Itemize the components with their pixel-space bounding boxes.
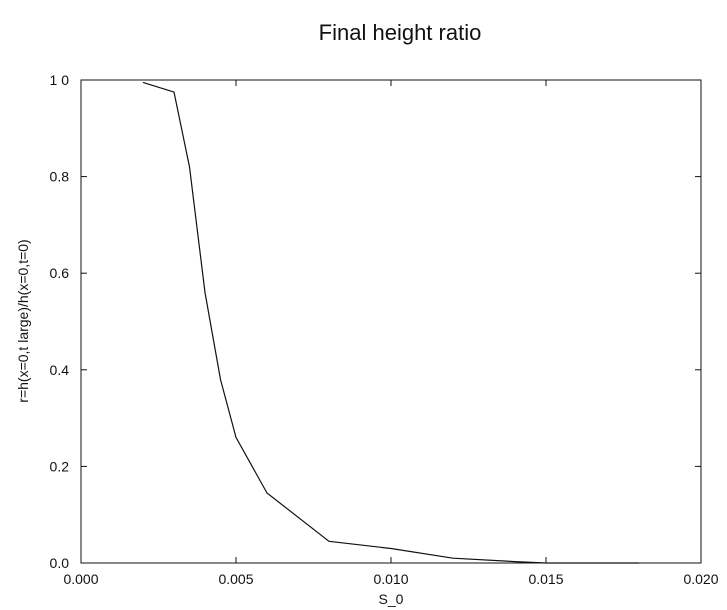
data-point xyxy=(545,562,548,565)
chart-title: Final height ratio xyxy=(319,20,482,45)
x-tick-label: 0.005 xyxy=(218,571,253,587)
data-point xyxy=(188,165,191,168)
data-point xyxy=(235,436,238,439)
data-point xyxy=(173,91,176,94)
series-line xyxy=(142,81,639,564)
data-point xyxy=(266,491,269,494)
plot-frame xyxy=(80,79,702,564)
series-group xyxy=(142,81,641,565)
y-tick-label: 0.0 xyxy=(50,555,70,571)
x-tick-label: 0.000 xyxy=(63,571,98,587)
data-point xyxy=(219,378,222,381)
y-axis-label: r=h(x=0,t large)/h(x=0,t=0) xyxy=(15,239,31,402)
y-tick-label: 0.6 xyxy=(50,265,70,281)
y-tick-label: 0.2 xyxy=(50,458,70,474)
data-point xyxy=(452,557,455,560)
data-point xyxy=(328,540,331,543)
x-tick-label: 0.015 xyxy=(528,571,563,587)
y-tick-label: 1 0 xyxy=(50,72,70,88)
data-point xyxy=(142,81,145,84)
x-tick-label: 0.010 xyxy=(373,571,408,587)
data-point xyxy=(638,562,641,565)
data-point xyxy=(204,291,207,294)
x-axis: 0.000 0.005 0.010 0.015 0.020 xyxy=(63,80,719,587)
y-tick-label: 0.8 xyxy=(50,169,70,185)
y-axis: 0.0 0.2 0.4 0.6 0.8 1 0 xyxy=(50,72,701,571)
x-tick-label: 0.020 xyxy=(683,571,718,587)
y-tick-label: 0.4 xyxy=(50,362,70,378)
data-point xyxy=(390,547,393,550)
data-point xyxy=(514,560,517,563)
x-axis-label: S_0 xyxy=(379,591,404,607)
